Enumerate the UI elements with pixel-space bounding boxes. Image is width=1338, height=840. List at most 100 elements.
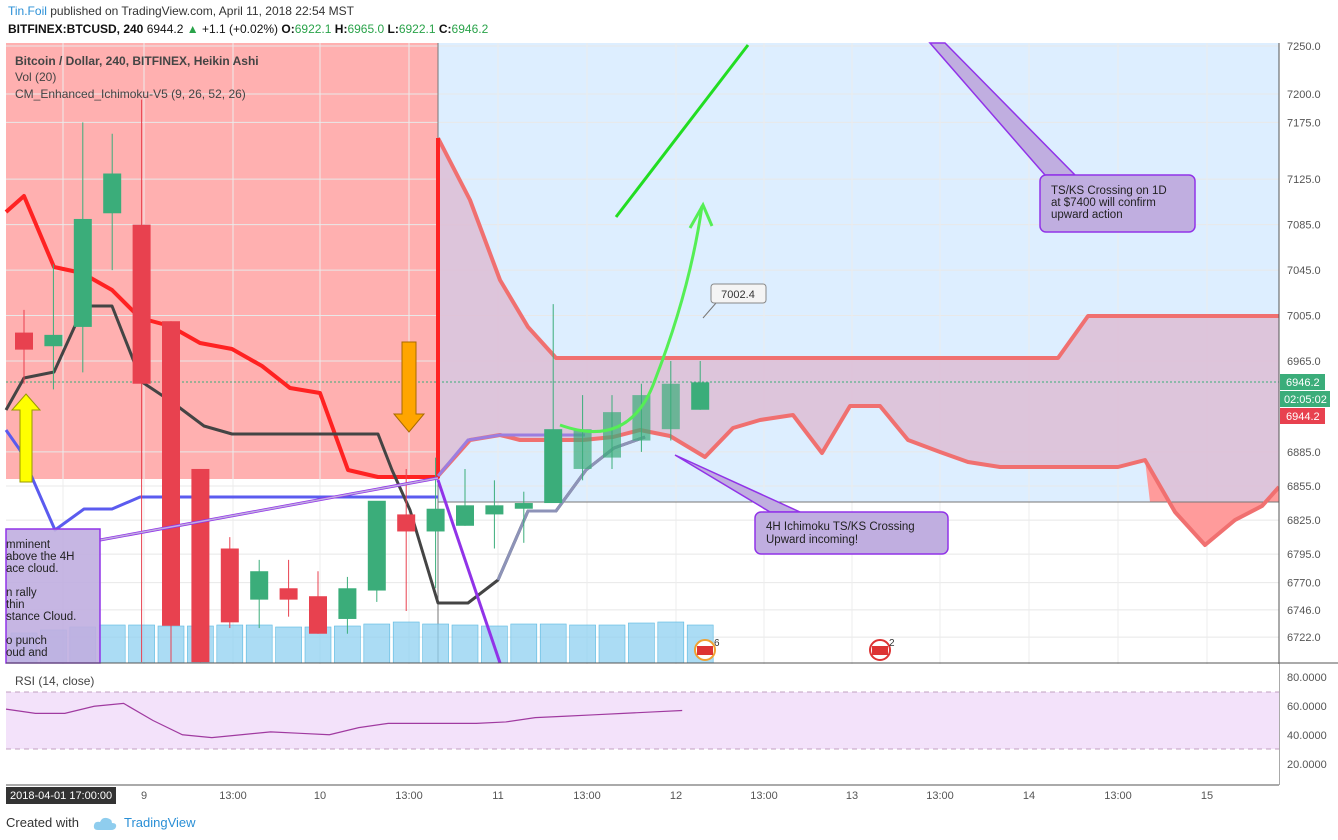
candle xyxy=(250,559,269,629)
countdown-tag: 02:05:02 xyxy=(1280,391,1330,407)
chart-canvas[interactable]: TS/KS Crossing on 1D at $7400 will confi… xyxy=(0,42,1338,812)
annotation-line: thin xyxy=(6,599,25,611)
candle xyxy=(103,133,122,271)
candle-body xyxy=(691,382,710,410)
close-price-tag: 6944.2 xyxy=(1280,408,1325,424)
candle xyxy=(514,491,533,543)
candle-body xyxy=(15,332,33,350)
annotation-left-note[interactable]: mminent above the 4H ace cloud. n rally … xyxy=(5,528,101,664)
candle-body xyxy=(73,218,92,327)
candle-body xyxy=(573,429,592,469)
candle xyxy=(691,361,710,410)
candle-body xyxy=(44,334,63,347)
rsi-legend: RSI (14, close) xyxy=(15,674,94,688)
candle xyxy=(132,99,151,663)
last-price-label: 6946.2 xyxy=(1286,377,1320,389)
symbol-label: BITFINEX:BTCUSD, 240 xyxy=(8,22,144,36)
time-tick: 12 xyxy=(670,790,682,802)
annotation-line: oud and xyxy=(6,647,48,659)
price-tick: 6825.0 xyxy=(1287,515,1321,527)
cloud-logo-icon xyxy=(93,817,116,830)
event-badge: 6 xyxy=(714,638,720,649)
volume-bar xyxy=(510,623,538,664)
annotation-line: mminent xyxy=(6,539,51,551)
candles xyxy=(15,99,710,663)
change-value: +1.1 (+0.02%) xyxy=(201,22,279,36)
high-value: 6965.0 xyxy=(347,22,385,36)
event-flag-2[interactable]: 2 xyxy=(869,638,895,661)
candle xyxy=(661,361,680,441)
price-tick: 7045.0 xyxy=(1287,265,1321,277)
time-tick: 13:00 xyxy=(750,790,778,802)
candle-body xyxy=(103,173,122,214)
candle xyxy=(456,468,474,526)
yellow-up-arrow-icon xyxy=(10,393,42,483)
volume-bar xyxy=(275,626,302,664)
close-value: 6946.2 xyxy=(451,22,489,36)
annotation-line: o punch xyxy=(6,635,47,647)
time-tick: 13:00 xyxy=(926,790,954,802)
open-label: O: xyxy=(281,22,295,36)
series-title: Bitcoin / Dollar, 240, BITFINEX, Heikin … xyxy=(15,54,259,68)
time-tick: 13:00 xyxy=(1104,790,1132,802)
countdown-label: 02:05:02 xyxy=(1284,394,1327,406)
candle-body xyxy=(485,505,504,515)
rsi-tick: 60.0000 xyxy=(1287,701,1327,713)
rsi-ticks: 80.0000 60.0000 40.0000 20.0000 xyxy=(1287,672,1327,771)
volume-bar xyxy=(569,624,596,664)
annotation-line: ace cloud. xyxy=(6,563,58,575)
annotation-tsks-1d[interactable]: TS/KS Crossing on 1D at $7400 will confi… xyxy=(928,42,1196,233)
candle xyxy=(367,500,386,602)
volume-bar xyxy=(98,624,126,664)
ohlc-line: BITFINEX:BTCUSD, 240 6944.2 ▲ +1.1 (+0.0… xyxy=(8,22,488,36)
candle xyxy=(338,576,357,634)
senkou-span-a xyxy=(436,404,1281,547)
candle xyxy=(15,309,33,384)
price-tick: 7005.0 xyxy=(1287,311,1321,323)
green-arrowhead-icon xyxy=(688,201,714,229)
candle xyxy=(397,468,416,611)
price-tick: 7125.0 xyxy=(1287,174,1321,186)
green-curve-arrow xyxy=(559,205,704,434)
time-axis[interactable]: 2018-04-01 17:00:00 9 13:00 10 13:00 11 13:00 1… xyxy=(6,787,1213,804)
price-axis[interactable] xyxy=(1279,43,1338,663)
time-tick: 13 xyxy=(846,790,858,802)
price-tick: 7250.0 xyxy=(1287,42,1321,53)
annotation-line: n rally xyxy=(6,587,37,599)
candle-body xyxy=(162,321,180,626)
candle xyxy=(44,264,63,390)
time-tick: 2018-04-01 17:00:00 xyxy=(10,790,112,802)
publish-info: published on TradingView.com, April 11, … xyxy=(50,4,354,18)
annotation-tsks-4h[interactable]: 4H Ichimoku TS/KS Crossing Upward incomi… xyxy=(674,454,949,555)
us-flag-stripes xyxy=(697,646,713,655)
candle-body xyxy=(603,412,621,458)
annotation-line: 4H Ichimoku TS/KS Crossing xyxy=(766,521,915,533)
volume-bar xyxy=(657,621,685,664)
rsi-line xyxy=(5,702,683,739)
candle xyxy=(573,395,592,481)
candle-body xyxy=(191,468,210,663)
price-tick: 7200.0 xyxy=(1287,89,1321,101)
candle-body xyxy=(397,514,416,532)
close-label: C: xyxy=(438,22,452,36)
price-tick: 6965.0 xyxy=(1287,356,1321,368)
up-arrow-icon: ▲ xyxy=(186,22,199,36)
candle xyxy=(544,304,563,504)
event-flag-1[interactable]: 6 xyxy=(694,638,720,661)
candle xyxy=(485,480,504,549)
annotation-line: TS/KS Crossing on 1D xyxy=(1051,185,1167,197)
candle-body xyxy=(632,395,651,441)
open-value: 6922.1 xyxy=(294,22,332,36)
purple-down-line xyxy=(436,479,502,664)
candle xyxy=(191,468,210,663)
footer: Created with TradingView xyxy=(6,815,196,831)
tradingview-link[interactable]: TradingView xyxy=(124,815,196,830)
volume-bar xyxy=(392,621,420,664)
senkou-span-b xyxy=(436,137,1279,360)
author-link[interactable]: Tin.Foil xyxy=(8,4,47,18)
price-tick: 6885.0 xyxy=(1287,447,1321,459)
volume-bar xyxy=(363,623,391,664)
candle-body xyxy=(279,588,298,600)
candle xyxy=(309,571,327,634)
rsi-tick: 40.0000 xyxy=(1287,730,1327,742)
